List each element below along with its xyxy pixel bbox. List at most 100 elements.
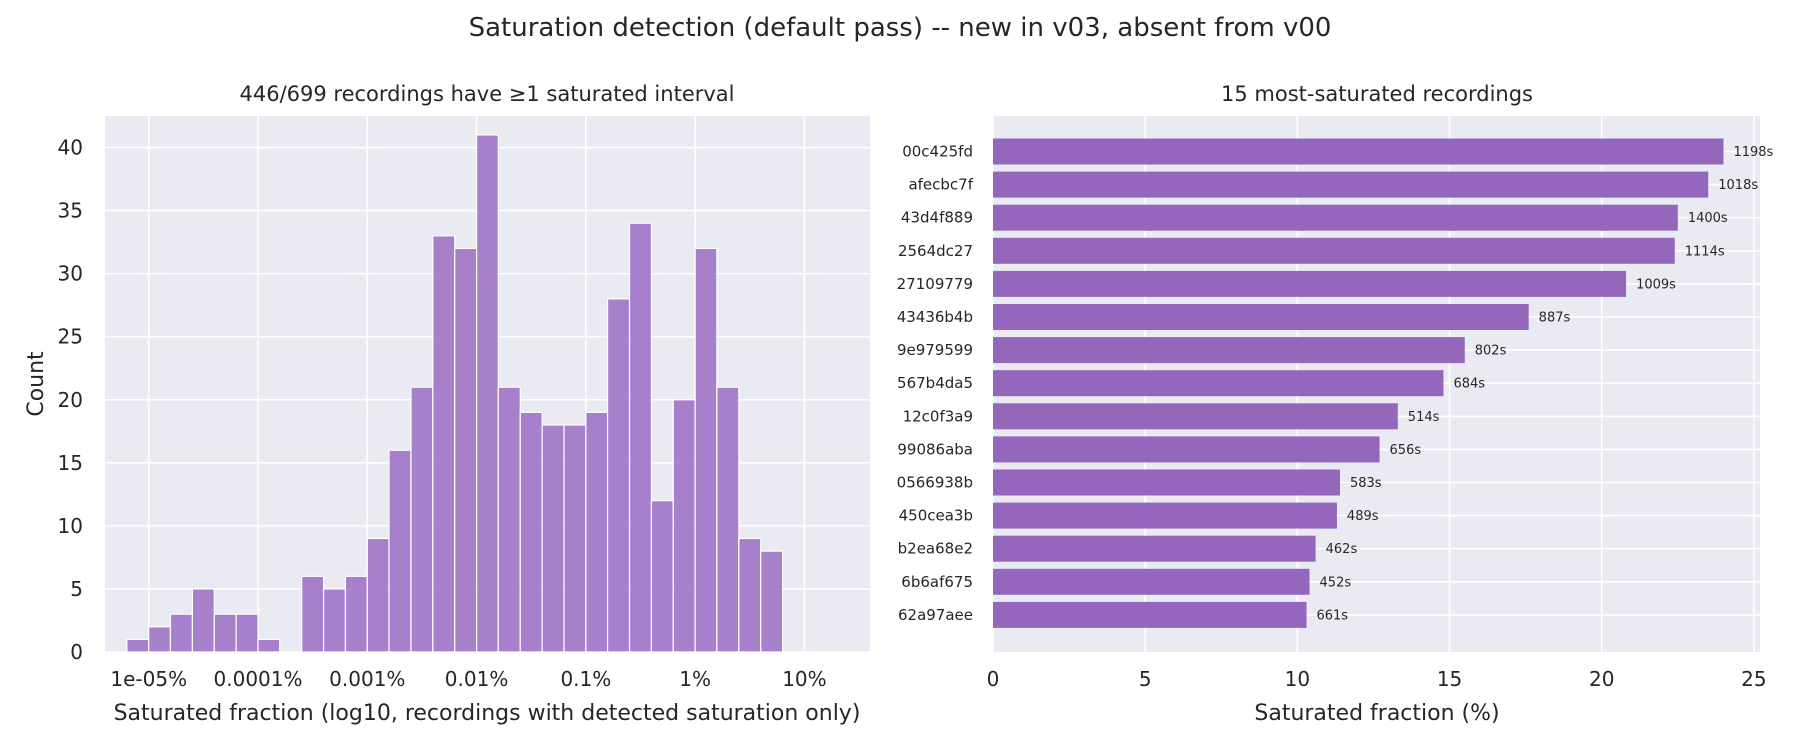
top-recordings-chart: 15 most-saturated recordings 00c425fd afe… xyxy=(897,82,1774,726)
top-recordings-bar xyxy=(993,403,1398,430)
top-recordings-x-tick-label: 25 xyxy=(1741,667,1766,691)
histogram-x-tick-label: 1e-05% xyxy=(110,667,187,691)
histogram-x-axis-label: Saturated fraction (log10, recordings wi… xyxy=(114,701,861,726)
top-recordings-x-tick-label: 20 xyxy=(1589,667,1614,691)
histogram-bar xyxy=(169,613,194,653)
duration-label: 1198s xyxy=(1733,145,1773,160)
histogram-y-tick-labels: 0 5 10 15 20 25 30 35 40 xyxy=(58,136,83,664)
histogram-bar xyxy=(585,411,609,653)
histogram-y-axis-label: Count xyxy=(24,351,49,417)
top-recordings-bar xyxy=(993,535,1316,562)
duration-label: 489s xyxy=(1347,509,1379,524)
histogram-y-tick-label: 15 xyxy=(58,451,83,475)
histogram-chart: 446/699 recordings have ≥1 saturated int… xyxy=(24,82,870,726)
histogram-bar xyxy=(738,537,762,653)
top-recordings-bar xyxy=(993,469,1340,496)
top-recordings-x-tick-label: 5 xyxy=(1139,667,1152,691)
histogram-bar xyxy=(191,588,215,653)
recording-id-label: 62a97aee xyxy=(898,606,973,624)
histogram-bar xyxy=(344,575,368,653)
recording-id-label: b2ea68e2 xyxy=(898,540,973,558)
histogram-title: 446/699 recordings have ≥1 saturated int… xyxy=(240,82,735,106)
histogram-y-tick-label: 10 xyxy=(58,514,83,538)
duration-label: 684s xyxy=(1453,377,1485,392)
recording-id-label: 00c425fd xyxy=(902,143,973,161)
histogram-bar xyxy=(563,424,587,653)
recording-id-label: 99086aba xyxy=(897,440,973,458)
histogram-bar xyxy=(126,638,150,653)
top-recordings-bar xyxy=(993,237,1675,264)
histogram-x-tick-label: 1% xyxy=(679,667,711,691)
histogram-bar xyxy=(628,222,653,653)
top-recordings-bar xyxy=(993,304,1529,330)
histogram-bar xyxy=(606,298,631,653)
top-recordings-bar xyxy=(993,270,1627,297)
duration-label: 656s xyxy=(1390,443,1422,458)
histogram-y-tick-label: 35 xyxy=(58,199,83,223)
histogram-y-tick-label: 20 xyxy=(58,388,83,412)
histogram-bars xyxy=(126,134,784,653)
histogram-bar xyxy=(760,550,784,653)
top-recordings-x-tick-label: 0 xyxy=(987,667,1000,691)
histogram-bar xyxy=(432,235,456,653)
top-recordings-bar xyxy=(993,337,1465,364)
recording-id-label: 43d4f889 xyxy=(901,209,973,227)
histogram-bar xyxy=(541,424,565,653)
histogram-y-tick-label: 25 xyxy=(58,325,83,349)
histogram-bar xyxy=(301,575,325,653)
suptitle: Saturation detection (default pass) -- n… xyxy=(469,13,1332,43)
histogram-y-tick-label: 30 xyxy=(58,262,83,286)
top-recordings-bar xyxy=(993,171,1709,198)
duration-label: 1114s xyxy=(1685,244,1725,259)
top-recordings-x-tick-label: 10 xyxy=(1285,667,1310,691)
recording-id-label: 9e979599 xyxy=(897,341,973,359)
histogram-bar xyxy=(716,386,740,653)
histogram-bar xyxy=(257,638,281,653)
recording-id-label: 12c0f3a9 xyxy=(903,407,973,425)
histogram-bar xyxy=(388,449,412,653)
recording-id-label: 2564dc27 xyxy=(898,242,973,260)
top-recordings-bar xyxy=(993,601,1307,628)
histogram-y-tick-label: 40 xyxy=(58,136,83,160)
duration-label: 514s xyxy=(1408,410,1440,425)
histogram-x-tick-label: 10% xyxy=(782,667,826,691)
recording-id-label: 450cea3b xyxy=(899,507,973,525)
histogram-bar xyxy=(366,537,390,653)
histogram-x-tick-labels: 1e-05% 0.0001% 0.001% 0.01% 0.1% 1% 10% xyxy=(110,667,826,691)
duration-label: 583s xyxy=(1350,476,1382,491)
top-recordings-y-tick-labels: 00c425fd afecbc7f 43d4f889 2564dc27 27109779… xyxy=(897,143,974,624)
histogram-bar xyxy=(213,613,237,653)
histogram-y-tick-label: 5 xyxy=(70,577,83,601)
histogram-bar xyxy=(475,134,499,653)
histogram-bar xyxy=(148,626,172,653)
recording-id-label: 27109779 xyxy=(897,275,973,293)
histogram-bar xyxy=(454,247,478,653)
top-recordings-x-axis-label: Saturated fraction (%) xyxy=(1254,701,1499,726)
top-recordings-bar xyxy=(993,502,1337,529)
recording-id-label: 6b6af675 xyxy=(901,573,973,591)
top-recordings-x-tick-labels: 0 5 10 15 20 25 xyxy=(987,667,1767,691)
histogram-x-tick-label: 0.001% xyxy=(329,667,405,691)
histogram-y-tick-label: 0 xyxy=(70,640,83,664)
top-recordings-bar xyxy=(993,436,1380,463)
histogram-bar xyxy=(650,500,674,653)
histogram-bar xyxy=(672,399,696,653)
recording-id-label: afecbc7f xyxy=(908,176,973,194)
duration-label: 1009s xyxy=(1636,277,1676,292)
histogram-x-tick-label: 0.0001% xyxy=(214,667,303,691)
duration-label: 887s xyxy=(1539,311,1571,326)
top-recordings-x-tick-label: 15 xyxy=(1437,667,1462,691)
histogram-bar xyxy=(235,613,259,653)
top-recordings-bar xyxy=(993,568,1310,595)
top-recordings-title: 15 most-saturated recordings xyxy=(1221,82,1533,106)
duration-label: 1400s xyxy=(1688,211,1728,226)
recording-id-label: 0566938b xyxy=(897,474,973,492)
histogram-bar xyxy=(497,386,521,653)
histogram-bar xyxy=(322,588,347,653)
histogram-x-tick-label: 0.1% xyxy=(560,667,611,691)
histogram-x-tick-label: 0.01% xyxy=(445,667,509,691)
top-recordings-bars xyxy=(993,138,1724,628)
histogram-bar xyxy=(519,411,543,653)
recording-id-label: 43436b4b xyxy=(897,308,973,326)
